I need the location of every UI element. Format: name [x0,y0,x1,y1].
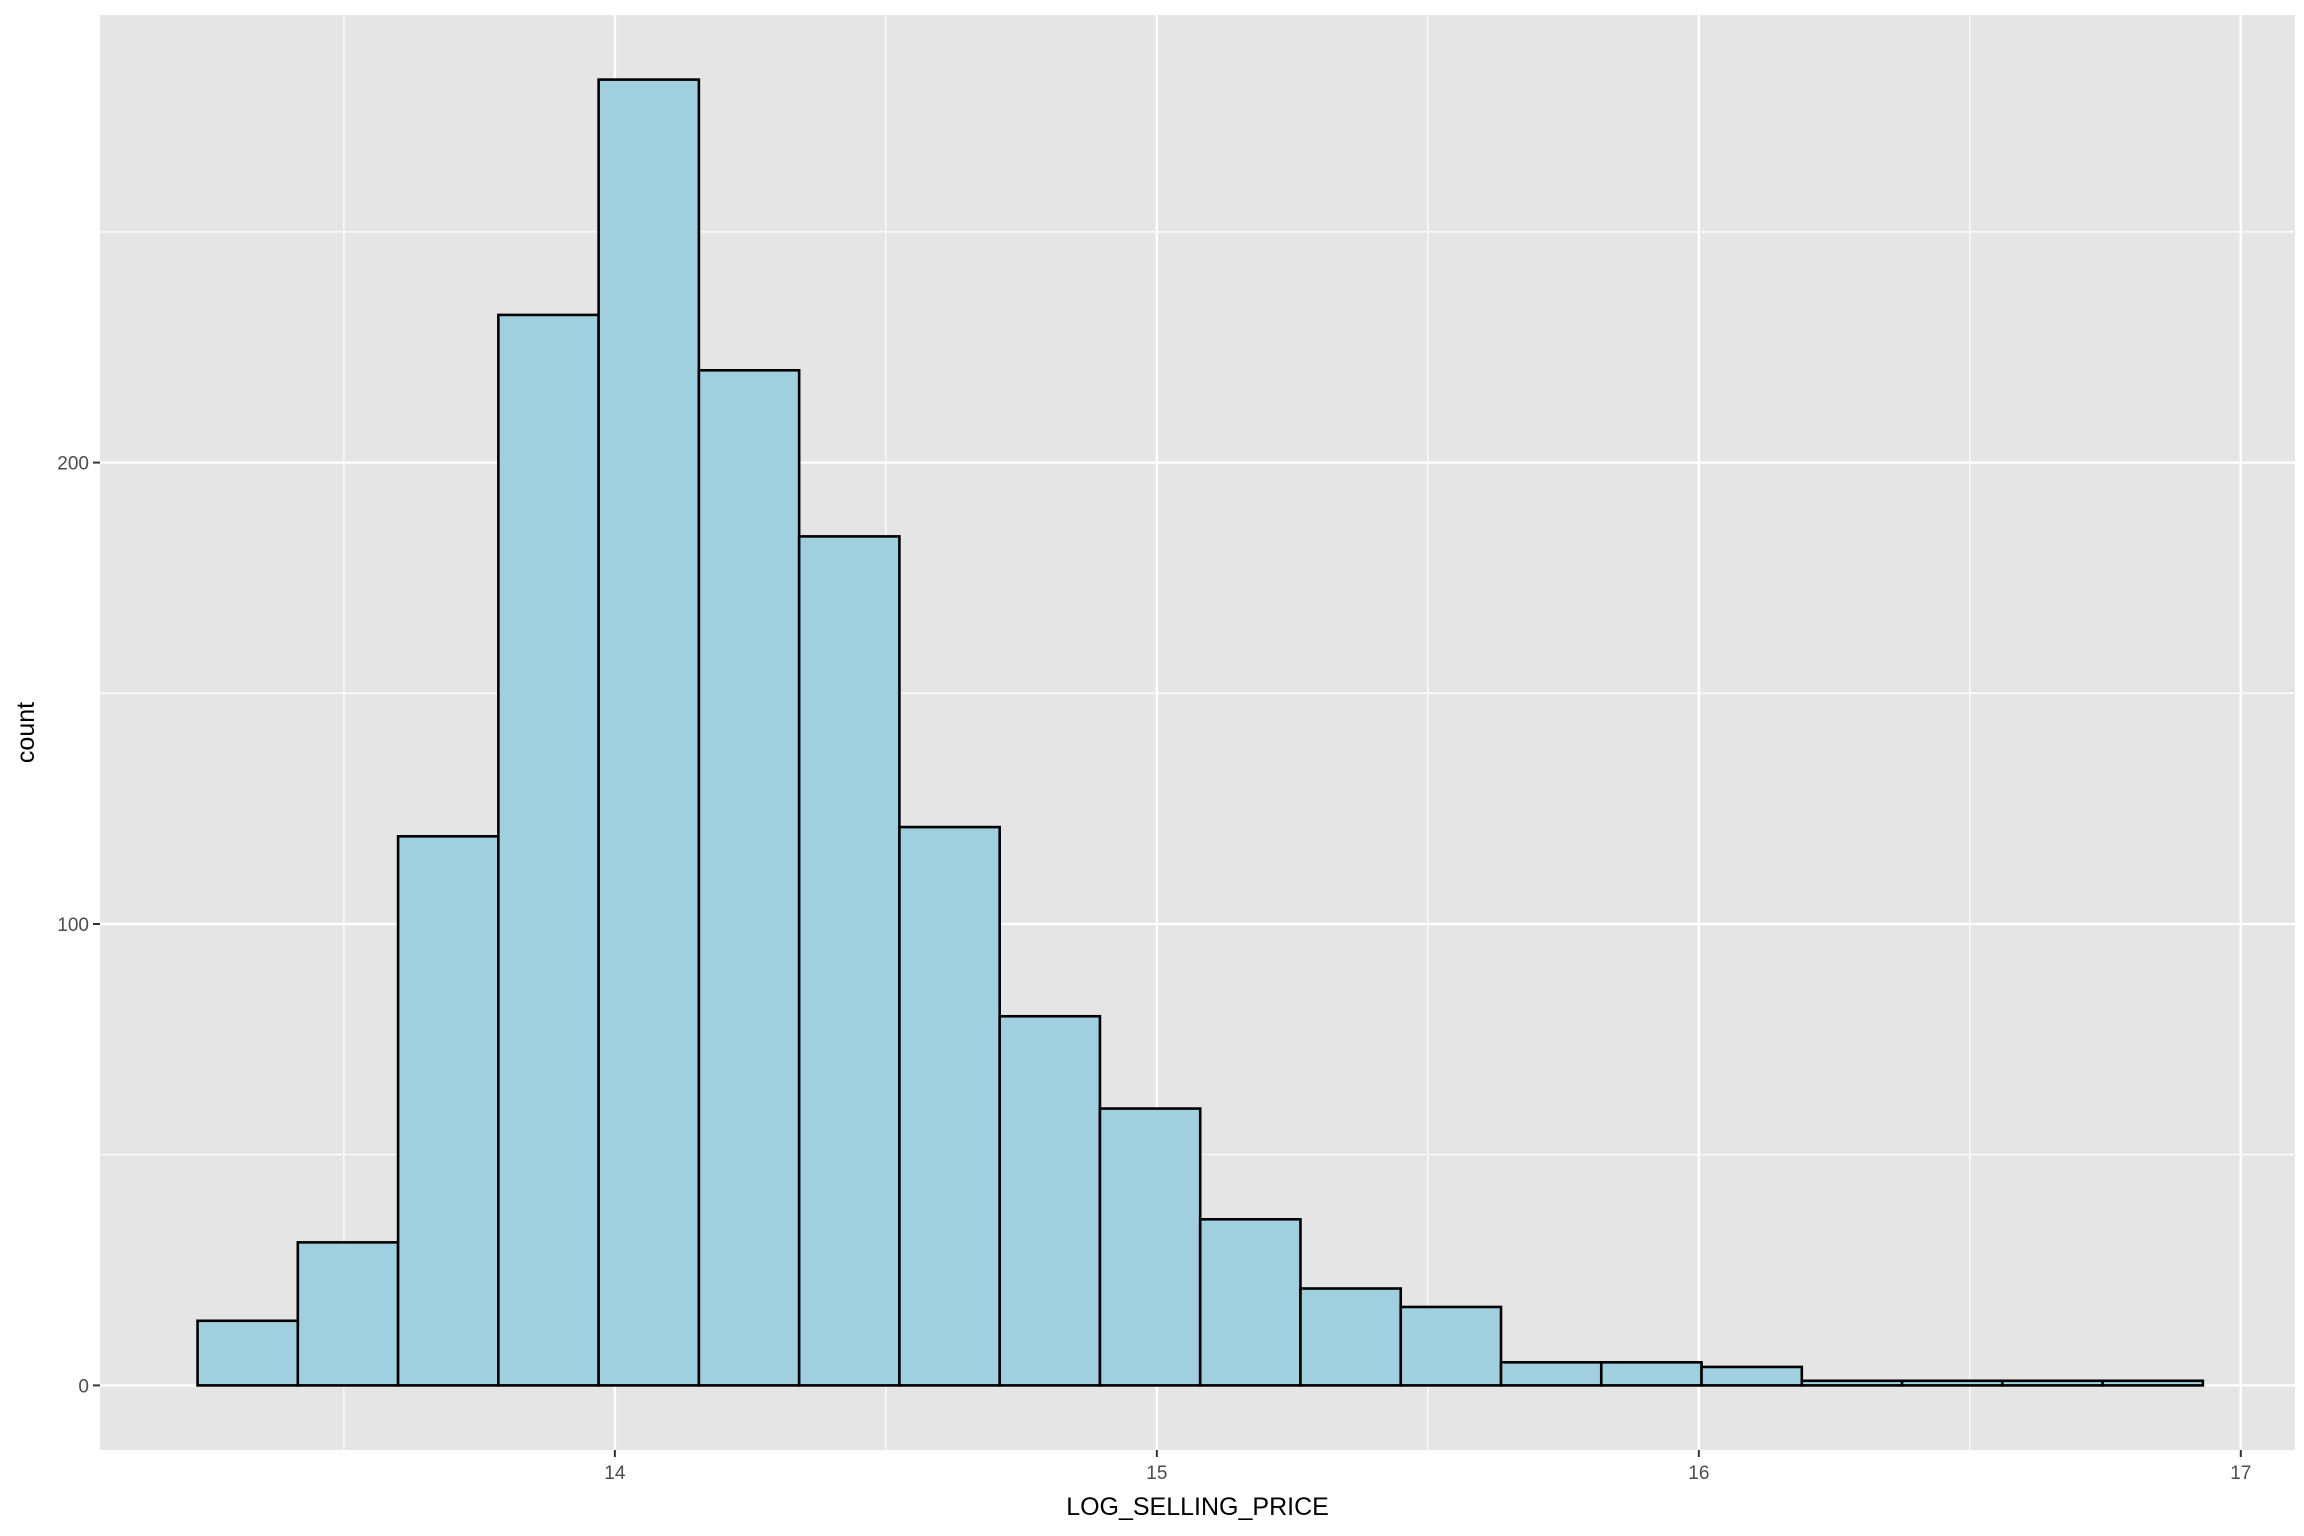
histogram-bar [1499,1361,1603,1387]
y-tick-label: 100 [57,915,89,936]
histogram-bars [196,78,2205,1387]
histogram-bar [597,78,701,1387]
y-axis-tick-labels: 0 100 200 [57,454,89,1398]
histogram-bar [697,368,801,1387]
histogram-bar [797,535,901,1387]
y-axis-title: count [12,702,40,763]
histogram-bar [497,313,600,1387]
histogram-bar [1198,1217,1302,1387]
histogram-bar [396,835,500,1387]
histogram-bar [2001,1379,2104,1387]
histogram-bar [898,825,1001,1387]
histogram-bar [998,1014,1102,1387]
histogram-bar [1098,1107,1202,1387]
histogram-bar [1700,1365,1804,1387]
x-tick-label: 15 [1146,1463,1167,1484]
x-tick-label: 17 [2230,1463,2251,1484]
x-tick-label: 16 [1688,1463,1709,1484]
histogram-bar [1599,1361,1703,1387]
histogram-bar [1299,1287,1403,1387]
histogram-bar [1800,1379,1904,1387]
axis-ticks [93,461,2242,1457]
x-axis-tick-labels: 14 15 16 17 [604,1463,2251,1484]
histogram-bar [1900,1379,2004,1387]
histogram-bar [296,1241,400,1387]
x-axis-title: LOG_SELLING_PRICE [1066,1493,1329,1521]
y-tick-label: 0 [78,1376,89,1397]
histogram-bar [196,1319,300,1387]
histogram-bar [1399,1305,1503,1387]
y-tick-label: 200 [57,454,89,475]
histogram-bar [2101,1379,2205,1387]
x-tick-label: 14 [604,1463,626,1484]
